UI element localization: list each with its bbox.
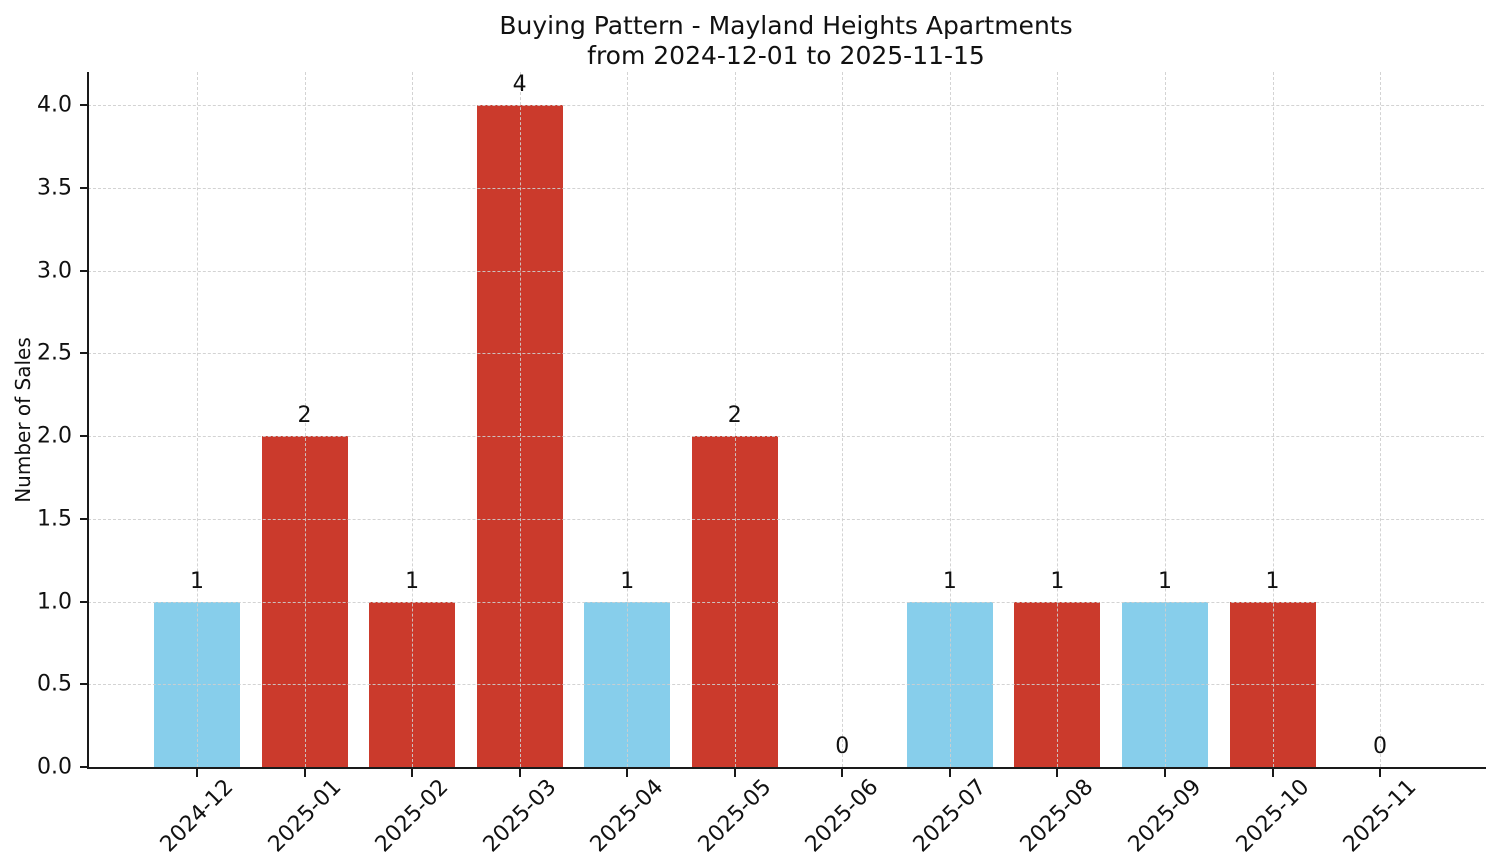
x-gridline bbox=[304, 72, 306, 767]
x-tick-mark bbox=[1379, 769, 1382, 777]
y-tick-label: 3.0 bbox=[37, 258, 72, 284]
x-tick-mark bbox=[1056, 769, 1059, 777]
y-tick-mark bbox=[80, 435, 88, 438]
x-tick-label: 2025-05 bbox=[693, 774, 777, 858]
y-tick-mark bbox=[80, 683, 88, 686]
x-gridline bbox=[1380, 72, 1382, 767]
y-gridline bbox=[88, 436, 1484, 438]
bar-value-label: 0 bbox=[835, 734, 850, 759]
x-tick-mark bbox=[303, 769, 306, 777]
y-gridline bbox=[88, 105, 1484, 107]
y-tick-label: 0.0 bbox=[37, 754, 72, 780]
y-tick-mark bbox=[80, 766, 88, 768]
x-axis-spine bbox=[87, 767, 1486, 769]
x-tick-mark bbox=[626, 769, 629, 777]
bar-value-label: 1 bbox=[620, 568, 635, 594]
y-tick-mark bbox=[80, 269, 88, 272]
x-gridline bbox=[197, 72, 198, 767]
y-tick-label: 2.0 bbox=[37, 423, 72, 449]
x-gridline bbox=[1272, 72, 1274, 767]
y-tick-mark bbox=[80, 104, 88, 107]
y-tick-label: 2.5 bbox=[37, 340, 72, 366]
x-tick-label: 2024-12 bbox=[155, 774, 239, 858]
bar-value-label: 1 bbox=[1157, 568, 1172, 594]
x-tick-label: 2025-07 bbox=[908, 774, 992, 858]
x-tick-mark bbox=[518, 769, 521, 777]
chart-title: Buying Pattern - Mayland Heights Apartme… bbox=[88, 11, 1484, 71]
x-tick-mark bbox=[733, 769, 736, 777]
bar-value-label: 1 bbox=[1265, 568, 1280, 594]
bar-value-label: 1 bbox=[1050, 568, 1065, 594]
x-gridline bbox=[949, 72, 951, 767]
y-gridline bbox=[88, 270, 1484, 272]
x-gridline bbox=[519, 72, 521, 767]
y-tick-mark bbox=[80, 186, 88, 189]
y-gridline bbox=[88, 684, 1484, 686]
y-tick-label: 1.5 bbox=[37, 506, 72, 532]
y-tick-mark bbox=[80, 517, 88, 520]
y-tick-mark bbox=[80, 600, 88, 603]
y-gridline bbox=[88, 187, 1484, 189]
bar-value-label: 1 bbox=[190, 568, 204, 594]
x-tick-label: 2025-08 bbox=[1016, 774, 1099, 858]
x-gridline bbox=[842, 72, 844, 767]
y-gridline bbox=[88, 353, 1484, 355]
bar-value-label: 0 bbox=[1373, 734, 1388, 759]
y-axis-spine bbox=[87, 72, 89, 769]
x-tick-mark bbox=[196, 769, 198, 777]
x-tick-label: 2025-04 bbox=[585, 774, 669, 858]
x-tick-mark bbox=[948, 769, 951, 777]
y-tick-mark bbox=[80, 352, 88, 355]
x-tick-mark bbox=[1163, 769, 1166, 777]
x-tick-label: 2025-06 bbox=[800, 774, 884, 858]
x-tick-label: 2025-09 bbox=[1123, 774, 1207, 858]
bar-value-label: 2 bbox=[297, 403, 312, 429]
chart-title-line1: Buying Pattern - Mayland Heights Apartme… bbox=[499, 11, 1073, 40]
x-gridline bbox=[1164, 72, 1166, 767]
x-tick-label: 2025-10 bbox=[1231, 774, 1314, 858]
x-gridline bbox=[734, 72, 736, 767]
x-gridline bbox=[1057, 72, 1059, 767]
bar-value-label: 4 bbox=[512, 72, 527, 98]
bar-value-label: 1 bbox=[942, 568, 957, 594]
bar-value-label: 2 bbox=[727, 403, 742, 429]
y-tick-label: 4.0 bbox=[37, 92, 72, 118]
y-gridline bbox=[88, 601, 1484, 603]
y-tick-label: 3.5 bbox=[37, 175, 72, 201]
x-gridline bbox=[627, 72, 629, 767]
x-tick-mark bbox=[411, 769, 414, 777]
x-gridline bbox=[412, 72, 414, 767]
y-tick-label: 0.5 bbox=[37, 671, 72, 697]
y-tick-label: 1.0 bbox=[37, 589, 72, 615]
x-tick-label: 2025-01 bbox=[263, 774, 346, 858]
x-tick-label: 2025-02 bbox=[370, 774, 454, 858]
chart-title-line2: from 2024-12-01 to 2025-11-15 bbox=[587, 41, 985, 70]
bar-value-label: 1 bbox=[405, 568, 420, 594]
x-tick-label: 2025-11 bbox=[1338, 774, 1422, 858]
x-tick-mark bbox=[1271, 769, 1274, 777]
y-gridline bbox=[88, 518, 1484, 520]
x-tick-mark bbox=[841, 769, 844, 777]
x-tick-label: 2025-03 bbox=[478, 774, 561, 858]
